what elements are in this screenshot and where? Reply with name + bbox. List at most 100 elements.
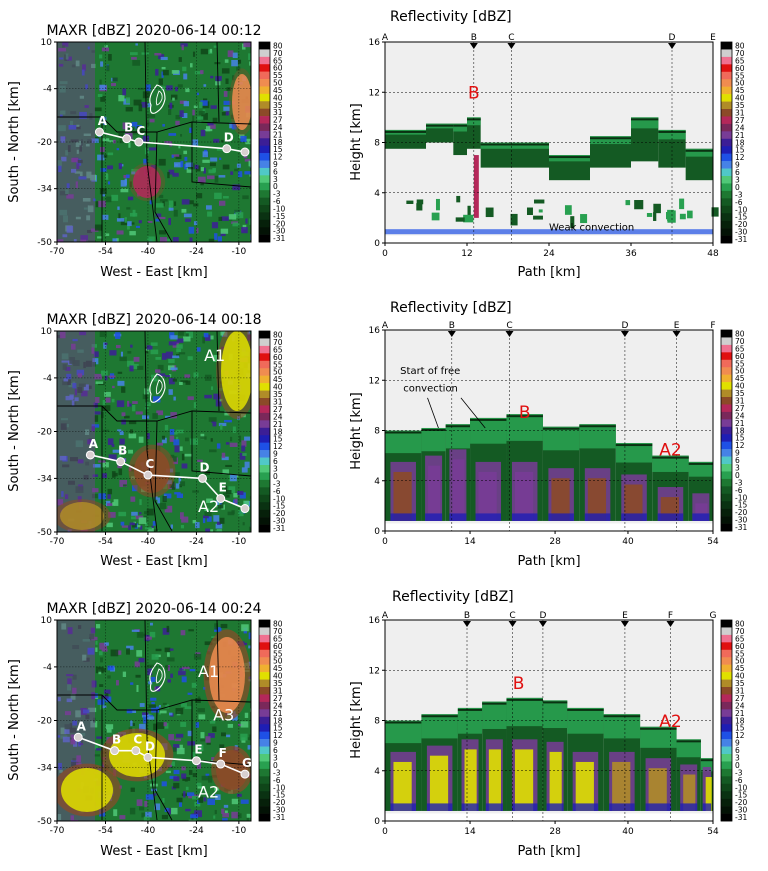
map-texture-cell	[112, 449, 121, 453]
map-texture-cell	[98, 651, 103, 656]
map-texture-cell	[168, 808, 171, 815]
map-texture-cell	[185, 87, 190, 93]
map-texture-cell	[99, 684, 104, 687]
map-texture-cell	[91, 344, 97, 348]
colorbar-tick: 27	[735, 694, 745, 703]
map-texture-cell	[105, 696, 112, 703]
map-texture-cell	[224, 810, 228, 814]
map-texture-cell	[79, 743, 83, 746]
colorbar-tick: 65	[735, 634, 745, 643]
colorbar-swatch	[721, 791, 732, 799]
colorbar-swatch	[721, 761, 732, 770]
map-texture-cell	[139, 525, 143, 530]
colorbar-tick: 18	[273, 716, 283, 725]
map-texture-cell	[87, 139, 92, 143]
colorbar-swatch	[721, 783, 732, 792]
map-texture-cell	[97, 236, 103, 239]
map-texture-cell	[91, 50, 95, 53]
map-texture-cell	[178, 57, 182, 62]
map-xtick-label: -54	[98, 247, 113, 257]
colorbar-tick: 24	[273, 123, 283, 132]
map-contour	[149, 373, 166, 403]
colorbar-swatch	[721, 649, 732, 658]
map-ytick-label: -50	[37, 528, 52, 538]
map-texture-cell	[107, 494, 111, 499]
cross-colorbar: 807065605550454035312724211815129630-3-6…	[720, 42, 747, 244]
map-texture-cell	[173, 776, 180, 782]
map-texture-cell	[226, 87, 232, 91]
map-texture-cell	[204, 508, 210, 512]
colorbar-tick: -30	[273, 517, 285, 526]
echo-core-base	[511, 803, 538, 811]
map-texture-cell	[118, 213, 121, 219]
colorbar-tick: 6	[273, 746, 278, 755]
cross-marker-triangle	[463, 621, 471, 627]
map-path-point	[85, 450, 95, 460]
map-texture-cell	[152, 396, 161, 403]
map-path-label: A	[98, 114, 108, 128]
map-texture-cell	[168, 712, 173, 716]
map-texture-cell	[168, 389, 173, 395]
colorbar-swatch	[721, 359, 732, 368]
colorbar-swatch	[721, 441, 732, 450]
map-contour	[155, 379, 163, 395]
cross-marker-label: C	[506, 321, 512, 331]
map-texture-cell	[91, 493, 98, 499]
colorbar-tick: -15	[735, 791, 747, 800]
cross-xtick-label: 48	[707, 249, 719, 259]
colorbar-swatch	[259, 101, 270, 109]
map-texture-cell	[164, 647, 171, 653]
map-texture-cell	[168, 200, 174, 208]
echo-core	[514, 471, 534, 521]
map-texture-cell	[175, 483, 180, 489]
colorbar-tick: -20	[273, 219, 285, 228]
colorbar-swatch	[259, 791, 270, 799]
map-features	[57, 331, 251, 532]
map-texture-cell	[90, 627, 96, 634]
map-texture-cell	[176, 747, 185, 755]
map-texture-cell	[69, 723, 73, 730]
map-texture-cell	[122, 671, 127, 678]
map-xlabel: West - East [km]	[100, 265, 207, 280]
map-texture-cell	[200, 739, 205, 742]
echo-column-edge	[590, 137, 631, 140]
colorbar-swatch	[259, 49, 270, 58]
colorbar-swatch	[721, 161, 732, 169]
map-texture-cell	[57, 239, 64, 242]
colorbar-tick: -6	[735, 198, 743, 207]
map-texture-cell	[219, 517, 225, 524]
echo-column-edge	[457, 708, 483, 711]
map-texture-cell	[155, 213, 162, 217]
map-texture-cell	[76, 126, 81, 130]
map-texture-cell	[178, 477, 182, 484]
map-texture-cell	[137, 524, 141, 528]
map-texture-cell	[118, 95, 125, 102]
map-texture-cell	[122, 450, 126, 454]
map-texture-cell	[65, 189, 69, 195]
map-texture-cell	[180, 703, 187, 707]
cross-ytick-label: 8	[374, 717, 380, 727]
colorbar-swatch	[259, 687, 270, 695]
weak-echo	[634, 200, 644, 210]
colorbar-tick: -31	[735, 813, 747, 822]
colorbar-swatch	[259, 724, 270, 732]
colorbar-tick: 70	[273, 338, 283, 347]
map-texture-cell	[155, 218, 160, 222]
colorbar-swatch	[721, 56, 732, 65]
map-texture-cell	[65, 53, 69, 60]
echo-column-top	[508, 142, 549, 149]
map-texture-cell	[210, 105, 217, 109]
map-texture-cell	[98, 668, 107, 672]
map-texture-cell	[239, 452, 246, 460]
colorbar-swatch	[721, 471, 732, 480]
map-path-label: D	[145, 739, 155, 753]
map-texture-cell	[79, 111, 87, 119]
cross-marker-label: E	[710, 33, 716, 43]
colorbar-swatch	[259, 709, 270, 718]
map-texture-cell	[168, 207, 174, 211]
map-texture-cell	[213, 815, 216, 819]
map-ytick-label: -34	[37, 474, 52, 484]
map-texture-cell	[181, 766, 186, 771]
map-texture-cell	[211, 222, 219, 229]
cross-marker-triangle	[507, 43, 516, 49]
